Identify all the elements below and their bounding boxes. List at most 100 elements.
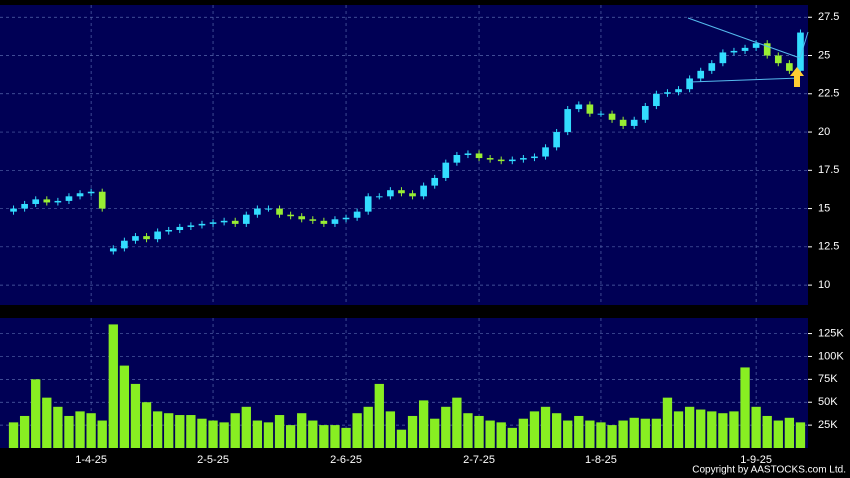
candle-body xyxy=(686,78,693,90)
candle-body xyxy=(231,220,239,224)
candle-body xyxy=(597,113,605,115)
candle-body xyxy=(276,208,283,215)
volume-bar xyxy=(441,406,451,448)
y-tick-label: 125K xyxy=(818,327,844,339)
volume-bar xyxy=(518,418,529,448)
volume-bar xyxy=(718,413,728,448)
candle-body xyxy=(265,208,272,210)
x-tick-label: 1-9-25 xyxy=(740,454,772,466)
candle-body xyxy=(54,200,62,203)
y-tick-label: 10 xyxy=(818,279,830,291)
x-tick-label: 1-4-25 xyxy=(75,454,107,466)
candle-body xyxy=(154,231,161,240)
volume-bar xyxy=(385,411,396,448)
candle-body xyxy=(453,155,461,163)
volume-bar xyxy=(297,413,307,448)
signal-arrow xyxy=(790,67,804,87)
candle-body xyxy=(198,223,206,226)
trend-line xyxy=(689,77,801,83)
y-tick-label: 25 xyxy=(818,49,830,61)
candle-body xyxy=(87,191,95,194)
volume-bar xyxy=(640,418,650,448)
candle-body xyxy=(242,214,250,224)
candle-body xyxy=(797,32,804,71)
volume-bar xyxy=(485,420,495,448)
candle-body xyxy=(309,219,317,221)
candle-body xyxy=(220,220,228,223)
candle-body xyxy=(420,185,427,197)
candle-body xyxy=(76,193,84,197)
candle-body xyxy=(187,225,195,227)
volume-bar xyxy=(696,409,706,448)
volume-bar xyxy=(363,406,373,448)
candle-body xyxy=(619,119,627,126)
volume-bar xyxy=(108,324,118,448)
volume-bar xyxy=(430,418,440,448)
volume-bar xyxy=(8,422,19,448)
volume-bar xyxy=(141,402,152,448)
volume-bar xyxy=(607,425,617,448)
candle-body xyxy=(664,92,671,94)
volume-bar xyxy=(152,411,163,448)
y-tick-label: 12.5 xyxy=(818,241,839,253)
volume-bar xyxy=(618,420,628,448)
candle-body xyxy=(165,230,173,232)
volume-bar xyxy=(97,420,107,448)
volume-bar xyxy=(274,415,285,448)
candle-body xyxy=(209,222,217,224)
candle-body xyxy=(719,52,727,64)
candle-body xyxy=(287,214,294,217)
y-tick-label: 17.5 xyxy=(818,164,839,176)
volume-bar xyxy=(252,420,263,448)
volume-bar xyxy=(551,413,562,448)
candle-body xyxy=(121,240,128,249)
y-tick-label: 75K xyxy=(818,373,838,385)
volume-bar xyxy=(319,425,329,448)
volume-bar xyxy=(729,411,739,448)
x-tick-label: 2-7-25 xyxy=(463,454,495,466)
candle-body xyxy=(32,199,40,204)
volume-bar xyxy=(540,406,551,448)
volume-bar xyxy=(197,418,207,448)
volume-bar xyxy=(86,413,96,448)
candle-body xyxy=(531,156,538,159)
candle-body xyxy=(653,93,660,107)
volume-bar xyxy=(53,406,63,448)
candle-body xyxy=(497,159,505,162)
candle-body xyxy=(375,196,383,198)
volume-bar xyxy=(164,413,174,448)
y-tick-label: 27.5 xyxy=(818,11,839,23)
candle-body xyxy=(331,219,339,224)
candle-body xyxy=(398,190,405,194)
candle-body xyxy=(752,43,760,48)
candle-body xyxy=(697,70,705,79)
candle-body xyxy=(65,196,73,201)
volume-bar xyxy=(186,415,196,448)
candle-body xyxy=(708,63,716,71)
volume-bar xyxy=(418,400,429,448)
volume-bar xyxy=(407,415,418,448)
candle-body xyxy=(409,193,416,197)
volume-bar xyxy=(662,397,673,448)
candle-body xyxy=(675,89,682,93)
plot-layer: 10 12.5 15 17.5 20 22.5 25 27.5 25K 50K 75K 100K 125… xyxy=(0,5,844,466)
volume-bar xyxy=(341,427,351,448)
volume-bar xyxy=(463,413,473,448)
candle-body xyxy=(43,199,51,203)
candle-body xyxy=(475,153,483,159)
candle-body xyxy=(364,196,372,212)
y-tick-label: 22.5 xyxy=(818,88,839,100)
candle-body xyxy=(741,47,749,51)
volume-bar xyxy=(175,415,185,448)
y-tick-label: 20 xyxy=(818,126,830,138)
candle-body xyxy=(254,208,261,215)
volume-bar xyxy=(673,411,684,448)
candle-body xyxy=(486,158,494,160)
candle-body xyxy=(464,153,472,155)
annotations xyxy=(687,17,809,87)
volume-bar xyxy=(629,417,639,448)
candle-body xyxy=(730,50,738,53)
volume-bar xyxy=(230,413,240,448)
candle-body xyxy=(320,220,328,224)
plot-background xyxy=(0,5,808,305)
